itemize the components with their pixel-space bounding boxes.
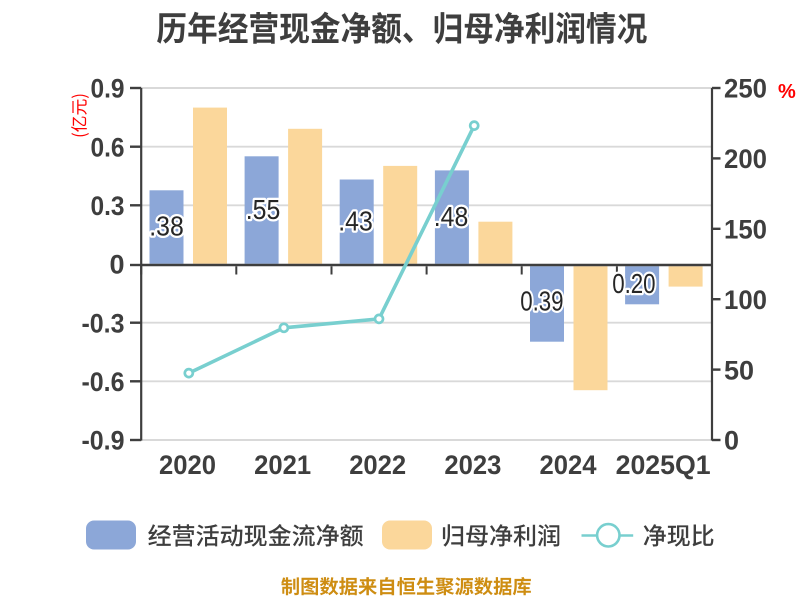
svg-text:150: 150 bbox=[724, 215, 767, 245]
svg-text:0.6: 0.6 bbox=[91, 132, 125, 162]
svg-text:2023: 2023 bbox=[444, 450, 501, 480]
svg-text:2025Q1: 2025Q1 bbox=[616, 450, 711, 480]
svg-text:2024: 2024 bbox=[540, 450, 597, 480]
svg-text:-0.6: -0.6 bbox=[82, 367, 125, 397]
svg-text:2020: 2020 bbox=[159, 450, 216, 480]
svg-text:250: 250 bbox=[724, 74, 767, 104]
svg-text:.43: .43 bbox=[338, 206, 373, 237]
svg-text:%: % bbox=[778, 81, 796, 103]
svg-text:0: 0 bbox=[109, 250, 124, 280]
svg-text:50: 50 bbox=[724, 355, 754, 385]
svg-text:.55: .55 bbox=[246, 194, 281, 225]
svg-text:2021: 2021 bbox=[254, 450, 311, 480]
svg-text:.38: .38 bbox=[149, 211, 184, 242]
svg-text:100: 100 bbox=[724, 285, 767, 315]
svg-text:.48: .48 bbox=[434, 201, 469, 232]
svg-text:2022: 2022 bbox=[349, 450, 406, 480]
svg-text:0.39: 0.39 bbox=[520, 285, 563, 316]
svg-text:0: 0 bbox=[724, 426, 739, 456]
svg-text:-0.9: -0.9 bbox=[82, 426, 125, 456]
svg-text:-0.3: -0.3 bbox=[82, 308, 125, 338]
svg-text:0.9: 0.9 bbox=[91, 74, 125, 104]
svg-text:0.20: 0.20 bbox=[612, 268, 655, 299]
svg-text:0.3: 0.3 bbox=[91, 191, 125, 221]
svg-text:200: 200 bbox=[724, 144, 767, 174]
